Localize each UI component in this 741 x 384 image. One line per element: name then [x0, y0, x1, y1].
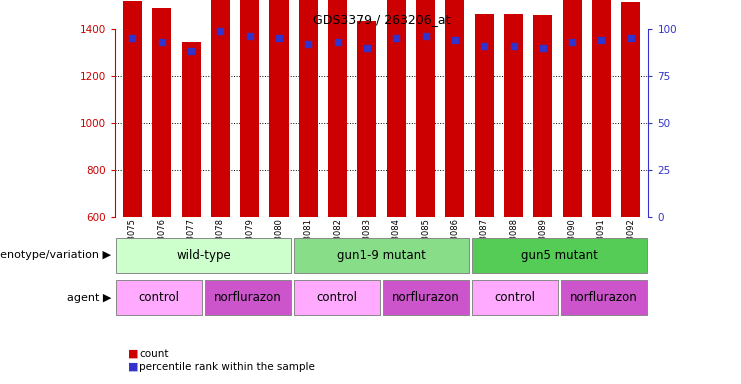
- Text: wild-type: wild-type: [176, 249, 231, 262]
- Bar: [562, 0, 582, 217]
- Bar: [621, 2, 640, 217]
- Bar: [475, 13, 494, 217]
- Bar: [383, 280, 469, 315]
- Bar: [116, 238, 291, 273]
- Bar: [416, 0, 435, 217]
- Point: [185, 48, 197, 55]
- Bar: [561, 280, 647, 315]
- Text: control: control: [316, 291, 358, 304]
- Bar: [205, 280, 291, 315]
- Text: norflurazon: norflurazon: [214, 291, 282, 304]
- Title: GDS3379 / 263206_at: GDS3379 / 263206_at: [313, 13, 451, 26]
- Point: [449, 37, 461, 43]
- Bar: [472, 280, 558, 315]
- Point: [537, 45, 549, 51]
- Bar: [240, 0, 259, 217]
- Point: [214, 28, 226, 34]
- Text: norflurazon: norflurazon: [392, 291, 460, 304]
- Text: control: control: [494, 291, 536, 304]
- Point: [332, 39, 344, 45]
- Bar: [592, 0, 611, 217]
- Point: [419, 33, 431, 40]
- Bar: [182, 42, 201, 217]
- Point: [302, 41, 314, 47]
- Point: [391, 35, 402, 41]
- Bar: [504, 14, 523, 217]
- Bar: [123, 0, 142, 217]
- Text: norflurazon: norflurazon: [570, 291, 638, 304]
- Text: count: count: [139, 349, 169, 359]
- Point: [273, 35, 285, 41]
- Bar: [299, 0, 318, 217]
- Bar: [294, 280, 380, 315]
- Bar: [294, 238, 469, 273]
- Point: [478, 43, 490, 49]
- Bar: [445, 0, 465, 217]
- Bar: [116, 280, 202, 315]
- Bar: [534, 15, 552, 217]
- Point: [566, 39, 578, 45]
- Text: percentile rank within the sample: percentile rank within the sample: [139, 362, 315, 372]
- Point: [127, 35, 139, 41]
- Bar: [328, 0, 348, 217]
- Text: ■: ■: [128, 349, 139, 359]
- Text: control: control: [139, 291, 180, 304]
- Bar: [211, 0, 230, 217]
- Point: [361, 45, 373, 51]
- Bar: [357, 21, 376, 217]
- Text: gun1-9 mutant: gun1-9 mutant: [337, 249, 426, 262]
- Text: agent ▶: agent ▶: [67, 293, 111, 303]
- Point: [156, 39, 167, 45]
- Bar: [472, 238, 647, 273]
- Bar: [387, 0, 406, 217]
- Bar: [152, 8, 171, 217]
- Text: ■: ■: [128, 362, 139, 372]
- Text: gun5 mutant: gun5 mutant: [521, 249, 598, 262]
- Bar: [270, 0, 288, 217]
- Point: [244, 33, 256, 40]
- Text: genotype/variation ▶: genotype/variation ▶: [0, 250, 111, 260]
- Point: [508, 43, 519, 49]
- Point: [596, 37, 608, 43]
- Point: [625, 35, 637, 41]
